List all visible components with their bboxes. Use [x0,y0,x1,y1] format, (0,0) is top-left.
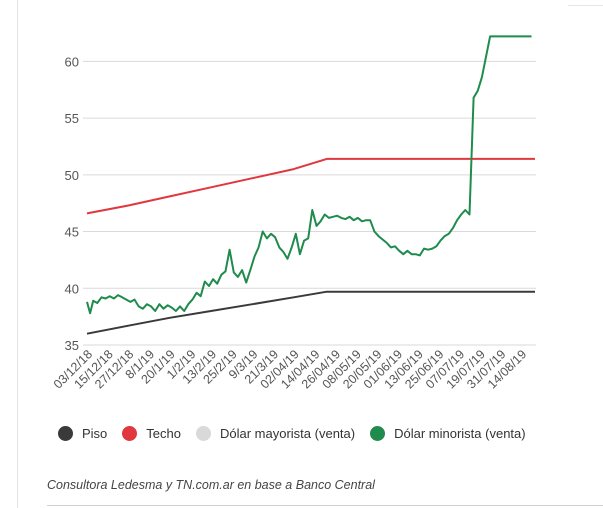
series-line-techo [86,157,535,215]
bottom-divider [47,505,603,506]
grid-lines [83,60,536,346]
legend-label-dolar-mayorista: Dólar mayorista (venta) [220,426,356,441]
legend-label-dolar-minorista: Dólar minorista (venta) [394,426,526,441]
series-lines [86,35,535,335]
y-tick-label-40: 40 [65,281,79,296]
legend-item-dolar-mayorista[interactable]: Dólar mayorista (venta) [196,426,355,441]
y-tick-label-45: 45 [65,225,79,240]
legend-swatch-dolar-minorista [370,426,386,441]
legend-item-dolar-minorista[interactable]: Dólar minorista (venta) [370,426,526,441]
y-axis-ticks: 35 40 45 50 55 60 [65,54,79,353]
corner-frame [568,0,603,6]
legend-swatch-piso [58,426,73,441]
series-line-dolar-minorista [86,35,532,315]
line-chart: 35 40 45 50 55 60 03/12/1815/12/1827/12/188/1… [51,35,536,392]
y-tick-label-60: 60 [65,54,79,69]
y-tick-label-35: 35 [65,338,79,353]
y-tick-label-55: 55 [65,111,79,126]
y-tick-label-50: 50 [65,168,79,183]
left-border [17,0,18,508]
legend-label-techo: Techo [146,426,181,441]
legend-label-piso: Piso [82,426,108,441]
legend: Piso Techo Dólar mayorista (venta) Dólar… [58,426,541,441]
legend-item-piso[interactable]: Piso [58,426,107,441]
series-line-piso [86,290,535,335]
x-axis-ticks: 03/12/1815/12/1827/12/188/1/1920/1/191/2… [51,347,529,391]
source-note: Consultora Ledesma y TN.com.ar en base a… [47,478,375,492]
legend-swatch-techo [122,426,138,441]
legend-swatch-dolar-mayorista [196,426,211,441]
legend-item-techo[interactable]: Techo [122,426,181,441]
